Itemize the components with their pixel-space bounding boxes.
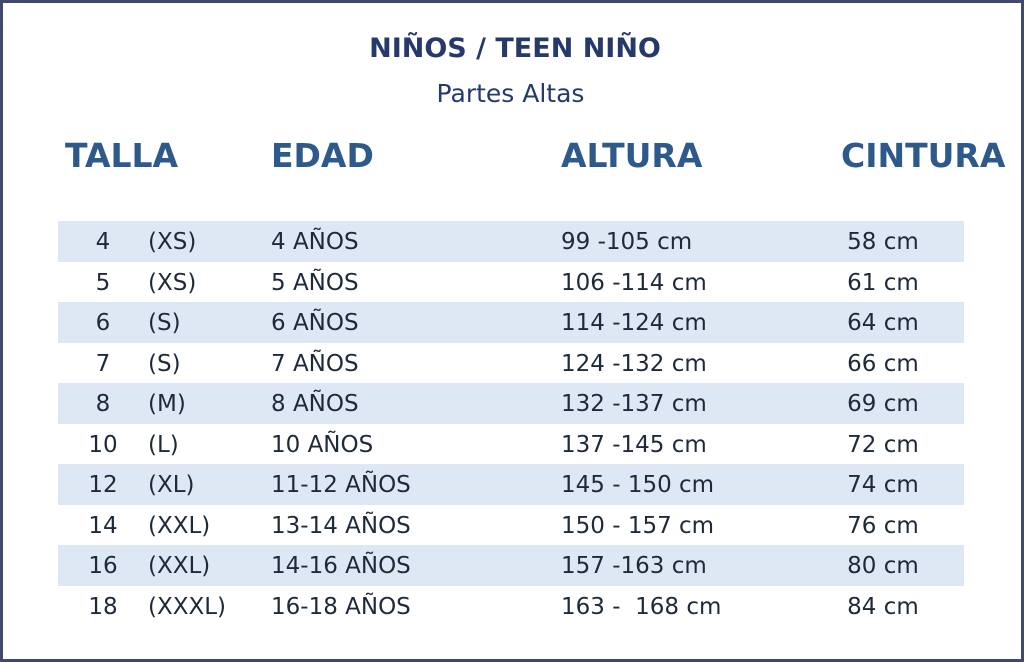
table-row: 16 (XXL) 14-16 AÑOS 157 -163 cm 80 cm xyxy=(58,545,964,586)
waist-value: 58 cm xyxy=(847,229,919,255)
waist-value: 80 cm xyxy=(847,553,919,579)
size-number: 7 xyxy=(95,350,111,377)
height-value: 132 -137 cm xyxy=(561,391,707,417)
size-letter: (XS) xyxy=(148,269,197,296)
size-number: 5 xyxy=(95,269,111,296)
height-value: 137 -145 cm xyxy=(561,431,707,458)
age-value: 7 AÑOS xyxy=(271,350,359,377)
size-letter: (M) xyxy=(148,391,186,417)
height-value: 106 -114 cm xyxy=(561,269,707,296)
height-value: 99 -105 cm xyxy=(561,229,693,255)
age-value: 14-16 AÑOS xyxy=(271,553,411,579)
age-value: 5 AÑOS xyxy=(271,269,359,296)
size-number: 18 xyxy=(88,593,118,620)
header-talla: TALLA xyxy=(65,136,179,175)
size-number: 16 xyxy=(88,553,118,579)
size-letter: (XXL) xyxy=(148,553,211,579)
height-value: 114 -124 cm xyxy=(561,310,707,336)
age-value: 13-14 AÑOS xyxy=(271,512,411,539)
table-row: 7 (S) 7 AÑOS 124 -132 cm 66 cm xyxy=(58,343,964,384)
waist-value: 72 cm xyxy=(847,431,919,458)
height-value: 145 - 150 cm xyxy=(561,472,715,498)
age-value: 11-12 AÑOS xyxy=(271,472,411,498)
age-value: 10 AÑOS xyxy=(271,431,374,458)
table-row: 8 (M) 8 AÑOS 132 -137 cm 69 cm xyxy=(58,383,964,424)
table-row: 18 (XXXL) 16-18 AÑOS 163 - 168 cm 84 cm xyxy=(58,586,964,627)
table-row: 12 (XL) 11-12 AÑOS 145 - 150 cm 74 cm xyxy=(58,464,964,505)
size-letter: (S) xyxy=(148,310,181,336)
table-row: 6 (S) 6 AÑOS 114 -124 cm 64 cm xyxy=(58,302,964,343)
table-row: 5 (XS) 5 AÑOS 106 -114 cm 61 cm xyxy=(58,262,964,303)
size-number: 4 xyxy=(95,229,111,255)
height-value: 157 -163 cm xyxy=(561,553,707,579)
header-altura: ALTURA xyxy=(561,136,703,175)
age-value: 16-18 AÑOS xyxy=(271,593,411,620)
size-letter: (XL) xyxy=(148,472,195,498)
waist-value: 76 cm xyxy=(847,512,919,539)
size-letter: (S) xyxy=(148,350,181,377)
height-value: 150 - 157 cm xyxy=(561,512,715,539)
height-value: 124 -132 cm xyxy=(561,350,707,377)
age-value: 6 AÑOS xyxy=(271,310,359,336)
age-value: 8 AÑOS xyxy=(271,391,359,417)
size-number: 12 xyxy=(88,472,118,498)
size-letter: (XXL) xyxy=(148,512,211,539)
size-number: 10 xyxy=(88,431,118,458)
size-letter: (XXXL) xyxy=(148,593,227,620)
size-letter: (L) xyxy=(148,431,179,458)
waist-value: 61 cm xyxy=(847,269,919,296)
table-row: 4 (XS) 4 AÑOS 99 -105 cm 58 cm xyxy=(58,221,964,262)
size-letter: (XS) xyxy=(148,229,197,255)
header-edad: EDAD xyxy=(271,136,374,175)
size-table: 4 (XS) 4 AÑOS 99 -105 cm 58 cm 5 (XS) 5 … xyxy=(58,221,964,626)
waist-value: 64 cm xyxy=(847,310,919,336)
table-row: 14 (XXL) 13-14 AÑOS 150 - 157 cm 76 cm xyxy=(58,505,964,546)
size-number: 14 xyxy=(88,512,118,539)
waist-value: 66 cm xyxy=(847,350,919,377)
height-value: 163 - 168 cm xyxy=(561,593,722,620)
waist-value: 69 cm xyxy=(847,391,919,417)
size-number: 8 xyxy=(95,391,111,417)
header-cintura: CINTURA xyxy=(841,136,1006,175)
page-subtitle: Partes Altas xyxy=(436,79,585,108)
page-title: NIÑOS / TEEN NIÑO xyxy=(369,33,661,64)
waist-value: 84 cm xyxy=(847,593,919,620)
waist-value: 74 cm xyxy=(847,472,919,498)
age-value: 4 AÑOS xyxy=(271,229,359,255)
table-row: 10 (L) 10 AÑOS 137 -145 cm 72 cm xyxy=(58,424,964,465)
size-number: 6 xyxy=(95,310,111,336)
